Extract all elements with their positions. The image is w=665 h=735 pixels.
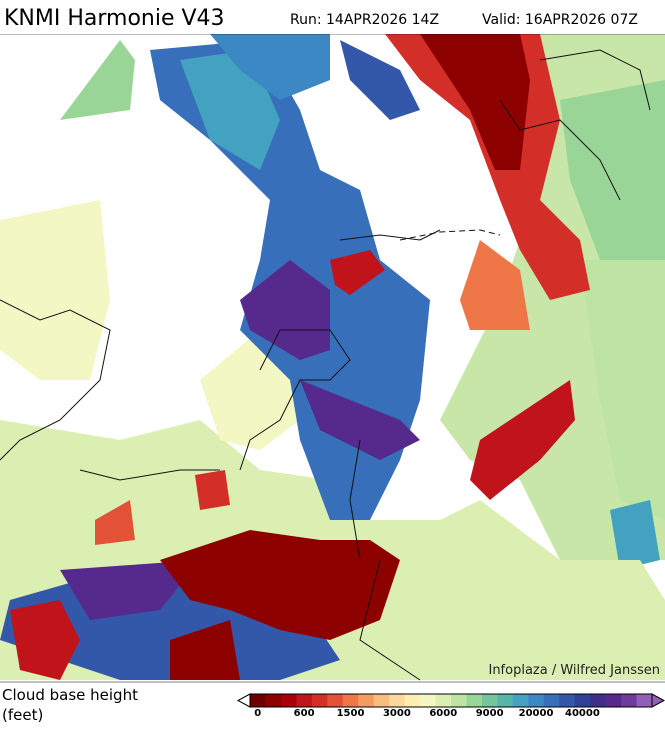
colorbar: 0 600 1500 3000 6000 9000 20000 40000 (236, 693, 665, 719)
valid-time: Valid: 16APR2026 07Z (482, 12, 638, 28)
colorbar-segment (311, 694, 328, 707)
colorbar-segment (389, 694, 406, 707)
colorbar-segment (621, 694, 638, 707)
colorbar-segment (358, 694, 375, 707)
colorbar-segment (265, 694, 282, 707)
colorbar-segment (250, 694, 266, 707)
colorbar-segment (512, 694, 529, 707)
colorbar-tick-label: 6000 (429, 708, 457, 719)
colorbar-segment (420, 694, 437, 707)
credit: Infoplaza / Wilfred Janssen (488, 663, 660, 678)
colorbar-tick-label: 3000 (383, 708, 411, 719)
legend-title: Cloud base height (2, 686, 138, 704)
title: KNMI Harmonie V43 (4, 6, 225, 31)
colorbar-tick-label: 9000 (476, 708, 504, 719)
run-time: Run: 14APR2026 14Z (290, 12, 439, 28)
colorbar-segment (590, 694, 607, 707)
colorbar-arrow (236, 693, 251, 708)
legend-unit: (feet) (2, 706, 43, 724)
colorbar-segment (559, 694, 576, 707)
colorbar-tick-label: 1500 (337, 708, 365, 719)
colorbar-segment (373, 694, 390, 707)
map: Infoplaza / Wilfred Janssen (0, 33, 665, 683)
colorbar-segment (574, 694, 591, 707)
colorbar-segment (636, 694, 653, 707)
colorbar-segment (543, 694, 560, 707)
colorbar-arrow (651, 693, 665, 708)
colorbar-segment (342, 694, 359, 707)
colorbar-segment (466, 694, 483, 707)
colorbar-segment (605, 694, 622, 707)
colorbar-tick-label: 0 (254, 708, 261, 719)
colorbar-tick-label: 40000 (565, 708, 600, 719)
colorbar-segment (528, 694, 545, 707)
colorbar-tick-label: 20000 (519, 708, 554, 719)
colorbar-frame (249, 693, 653, 708)
colorbar-segment (280, 694, 297, 707)
colorbar-tick-label: 600 (294, 708, 315, 719)
colorbar-segment (497, 694, 514, 707)
colorbar-segment (435, 694, 452, 707)
colorbar-segment (296, 694, 313, 707)
colorbar-segment (481, 694, 498, 707)
colorbar-segment (327, 694, 344, 707)
colorbar-segment (404, 694, 421, 707)
colorbar-segment (451, 694, 467, 707)
